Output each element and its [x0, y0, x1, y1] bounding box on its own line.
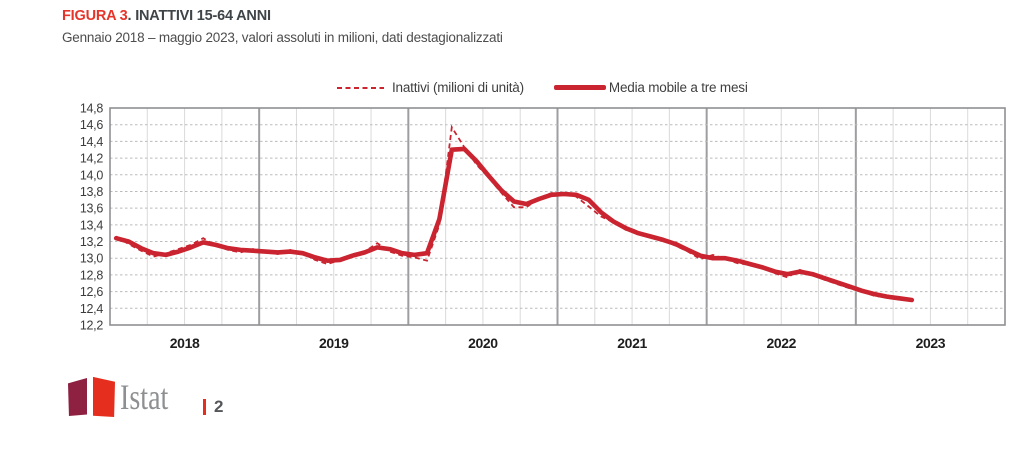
legend-label: Inattivi (milioni di unità) — [392, 80, 524, 95]
y-tick-label: 13,6 — [80, 202, 103, 216]
page-number: 2 — [214, 397, 224, 416]
x-tick-label: 2019 — [319, 335, 349, 351]
istat-logo-left-book-icon — [68, 378, 87, 416]
y-tick-label: 13,2 — [80, 235, 103, 249]
x-tick-label: 2021 — [617, 335, 647, 351]
y-tick-label: 12,2 — [80, 319, 103, 333]
legend-item-inattivi: Inattivi (milioni di unità) — [337, 80, 524, 95]
dashed-line-swatch-icon — [337, 86, 384, 89]
page-number-divider — [203, 399, 206, 415]
figure-subtitle: Gennaio 2018 – maggio 2023, valori assol… — [62, 30, 503, 45]
istat-logo-text: Istat — [120, 377, 169, 417]
y-tick-label: 13,0 — [80, 252, 103, 266]
y-tick-label: 14,0 — [80, 168, 103, 182]
y-tick-label: 12,6 — [80, 285, 103, 299]
y-tick-label: 13,4 — [80, 218, 103, 232]
chart-legend: Inattivi (milioni di unità) Media mobile… — [337, 80, 748, 95]
x-tick-label: 2018 — [170, 335, 200, 351]
y-tick-label: 14,4 — [80, 135, 103, 149]
legend-label: Media mobile a tre mesi — [608, 80, 748, 95]
y-tick-label: 14,8 — [80, 102, 103, 116]
legend-item-media-mobile: Media mobile a tre mesi — [553, 80, 748, 95]
y-tick-label: 12,4 — [80, 302, 103, 316]
x-tick-label: 2022 — [766, 335, 796, 351]
istat-logo-right-book-icon — [93, 376, 115, 417]
solid-line-swatch-icon — [553, 85, 606, 90]
figure-label: FIGURA 3 — [62, 8, 128, 24]
plot-frame — [109, 107, 1006, 326]
y-tick-label: 14,6 — [80, 118, 103, 132]
figure-title-text: . INATTIVI 15-64 ANNI — [127, 8, 271, 24]
figure-title: FIGURA 3. INATTIVI 15-64 ANNI — [62, 8, 271, 24]
y-tick-label: 14,2 — [80, 152, 103, 166]
x-tick-label: 2020 — [468, 335, 498, 351]
series-media-mobile-line — [113, 146, 915, 303]
y-tick-label: 12,8 — [80, 268, 103, 282]
y-tick-label: 13,8 — [80, 185, 103, 199]
x-tick-label: 2023 — [916, 335, 946, 351]
